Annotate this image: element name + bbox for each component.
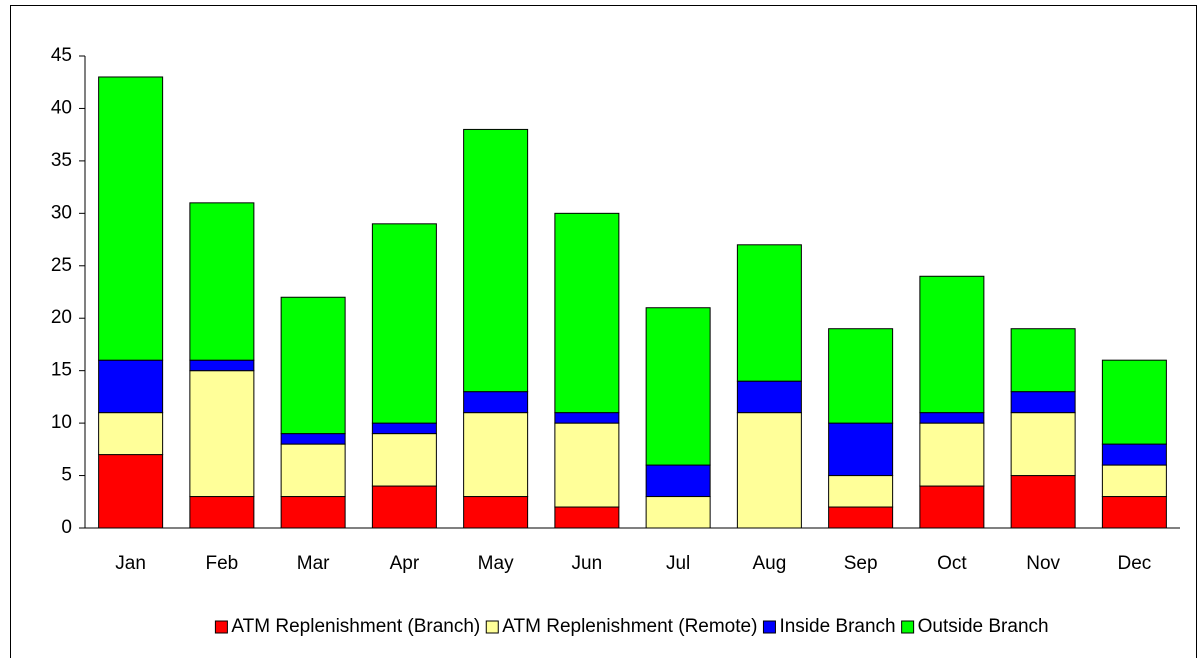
- bar-segment: [371, 422, 437, 435]
- bar-segment: [736, 244, 802, 382]
- bar-segment: [463, 391, 529, 414]
- bar-segment: [919, 422, 985, 487]
- bar-segment: [828, 506, 894, 529]
- legend: ATM Replenishment (Branch) ATM Replenishm…: [214, 616, 1049, 637]
- legend-swatch: [214, 620, 228, 634]
- y-tick-label: 5: [61, 465, 72, 486]
- bar-segment: [189, 370, 255, 498]
- bar-segment: [919, 485, 985, 529]
- bar-segment: [463, 496, 529, 529]
- bar-segment: [828, 475, 894, 508]
- y-tick-label: 35: [51, 150, 72, 171]
- legend-label: Outside Branch: [918, 616, 1049, 637]
- x-tick-label: Mar: [297, 553, 330, 574]
- bar-segment: [554, 212, 620, 414]
- x-tick-label: Nov: [1026, 553, 1060, 574]
- x-tick-label: Aug: [752, 553, 786, 574]
- legend-item: ATM Replenishment (Remote): [485, 616, 757, 637]
- bar-segment: [280, 496, 346, 529]
- bar-segment: [554, 412, 620, 424]
- bar-segment: [98, 76, 164, 361]
- x-tick-label: Apr: [390, 553, 420, 574]
- legend-swatch: [762, 620, 776, 634]
- bar-segment: [1010, 412, 1076, 477]
- bar-segment: [189, 359, 255, 372]
- bar-segment: [1010, 328, 1076, 393]
- y-tick-label: 40: [51, 97, 72, 118]
- x-tick-label: Dec: [1117, 553, 1151, 574]
- bar-segment: [919, 412, 985, 424]
- bar-segment: [1010, 391, 1076, 414]
- legend-item: ATM Replenishment (Branch): [214, 616, 480, 637]
- y-tick-label: 25: [51, 255, 72, 276]
- plot-area: [98, 76, 1167, 529]
- bar-segment: [736, 380, 802, 414]
- bar-segment: [828, 422, 894, 477]
- x-tick-label: May: [478, 553, 514, 574]
- x-tick-label: Jan: [115, 553, 146, 574]
- legend-label: Inside Branch: [779, 616, 895, 637]
- bar-segment: [645, 307, 711, 466]
- y-tick-label: 20: [51, 307, 72, 328]
- bar-segment: [1101, 443, 1167, 466]
- legend-swatch: [901, 620, 915, 634]
- chart-frame: [10, 5, 1197, 663]
- x-tick-label: Feb: [206, 553, 239, 574]
- y-tick-label: 45: [51, 45, 72, 66]
- bar-segment: [736, 412, 802, 529]
- bar-segment: [98, 359, 164, 414]
- bar-segment: [645, 464, 711, 498]
- bar-segment: [280, 433, 346, 445]
- x-tick-label: Jun: [572, 553, 603, 574]
- bar-segment: [98, 412, 164, 456]
- bar-segment: [280, 443, 346, 498]
- bar-segment: [554, 422, 620, 508]
- bar-segment: [189, 202, 255, 361]
- x-tick-label: Oct: [937, 553, 967, 574]
- legend-item: Inside Branch: [762, 616, 896, 637]
- bar-segment: [919, 275, 985, 414]
- legend-label: ATM Replenishment (Branch): [231, 616, 480, 637]
- bar-segment: [463, 412, 529, 498]
- bar-segment: [1101, 464, 1167, 498]
- bar-segment: [189, 496, 255, 529]
- y-tick-label: 30: [51, 202, 72, 223]
- legend-label: ATM Replenishment (Remote): [502, 616, 757, 637]
- bar-segment: [371, 485, 437, 529]
- bar-segment: [828, 328, 894, 424]
- x-tick-label: Sep: [844, 553, 878, 574]
- bar-segment: [280, 296, 346, 435]
- bar-segment: [1010, 475, 1076, 529]
- bar-segment: [463, 128, 529, 393]
- y-tick-label: 15: [51, 360, 72, 381]
- legend-swatch: [485, 620, 499, 634]
- bar-segment: [1101, 359, 1167, 445]
- y-tick-label: 0: [61, 517, 72, 538]
- bar-segment: [554, 506, 620, 529]
- bar-segment: [645, 496, 711, 529]
- legend-item: Outside Branch: [901, 616, 1049, 637]
- bar-segment: [98, 454, 164, 529]
- bar-segment: [371, 433, 437, 487]
- x-tick-label: Jul: [666, 553, 690, 574]
- bar-segment: [1101, 496, 1167, 529]
- y-tick-label: 10: [51, 412, 72, 433]
- bar-segment: [371, 223, 437, 424]
